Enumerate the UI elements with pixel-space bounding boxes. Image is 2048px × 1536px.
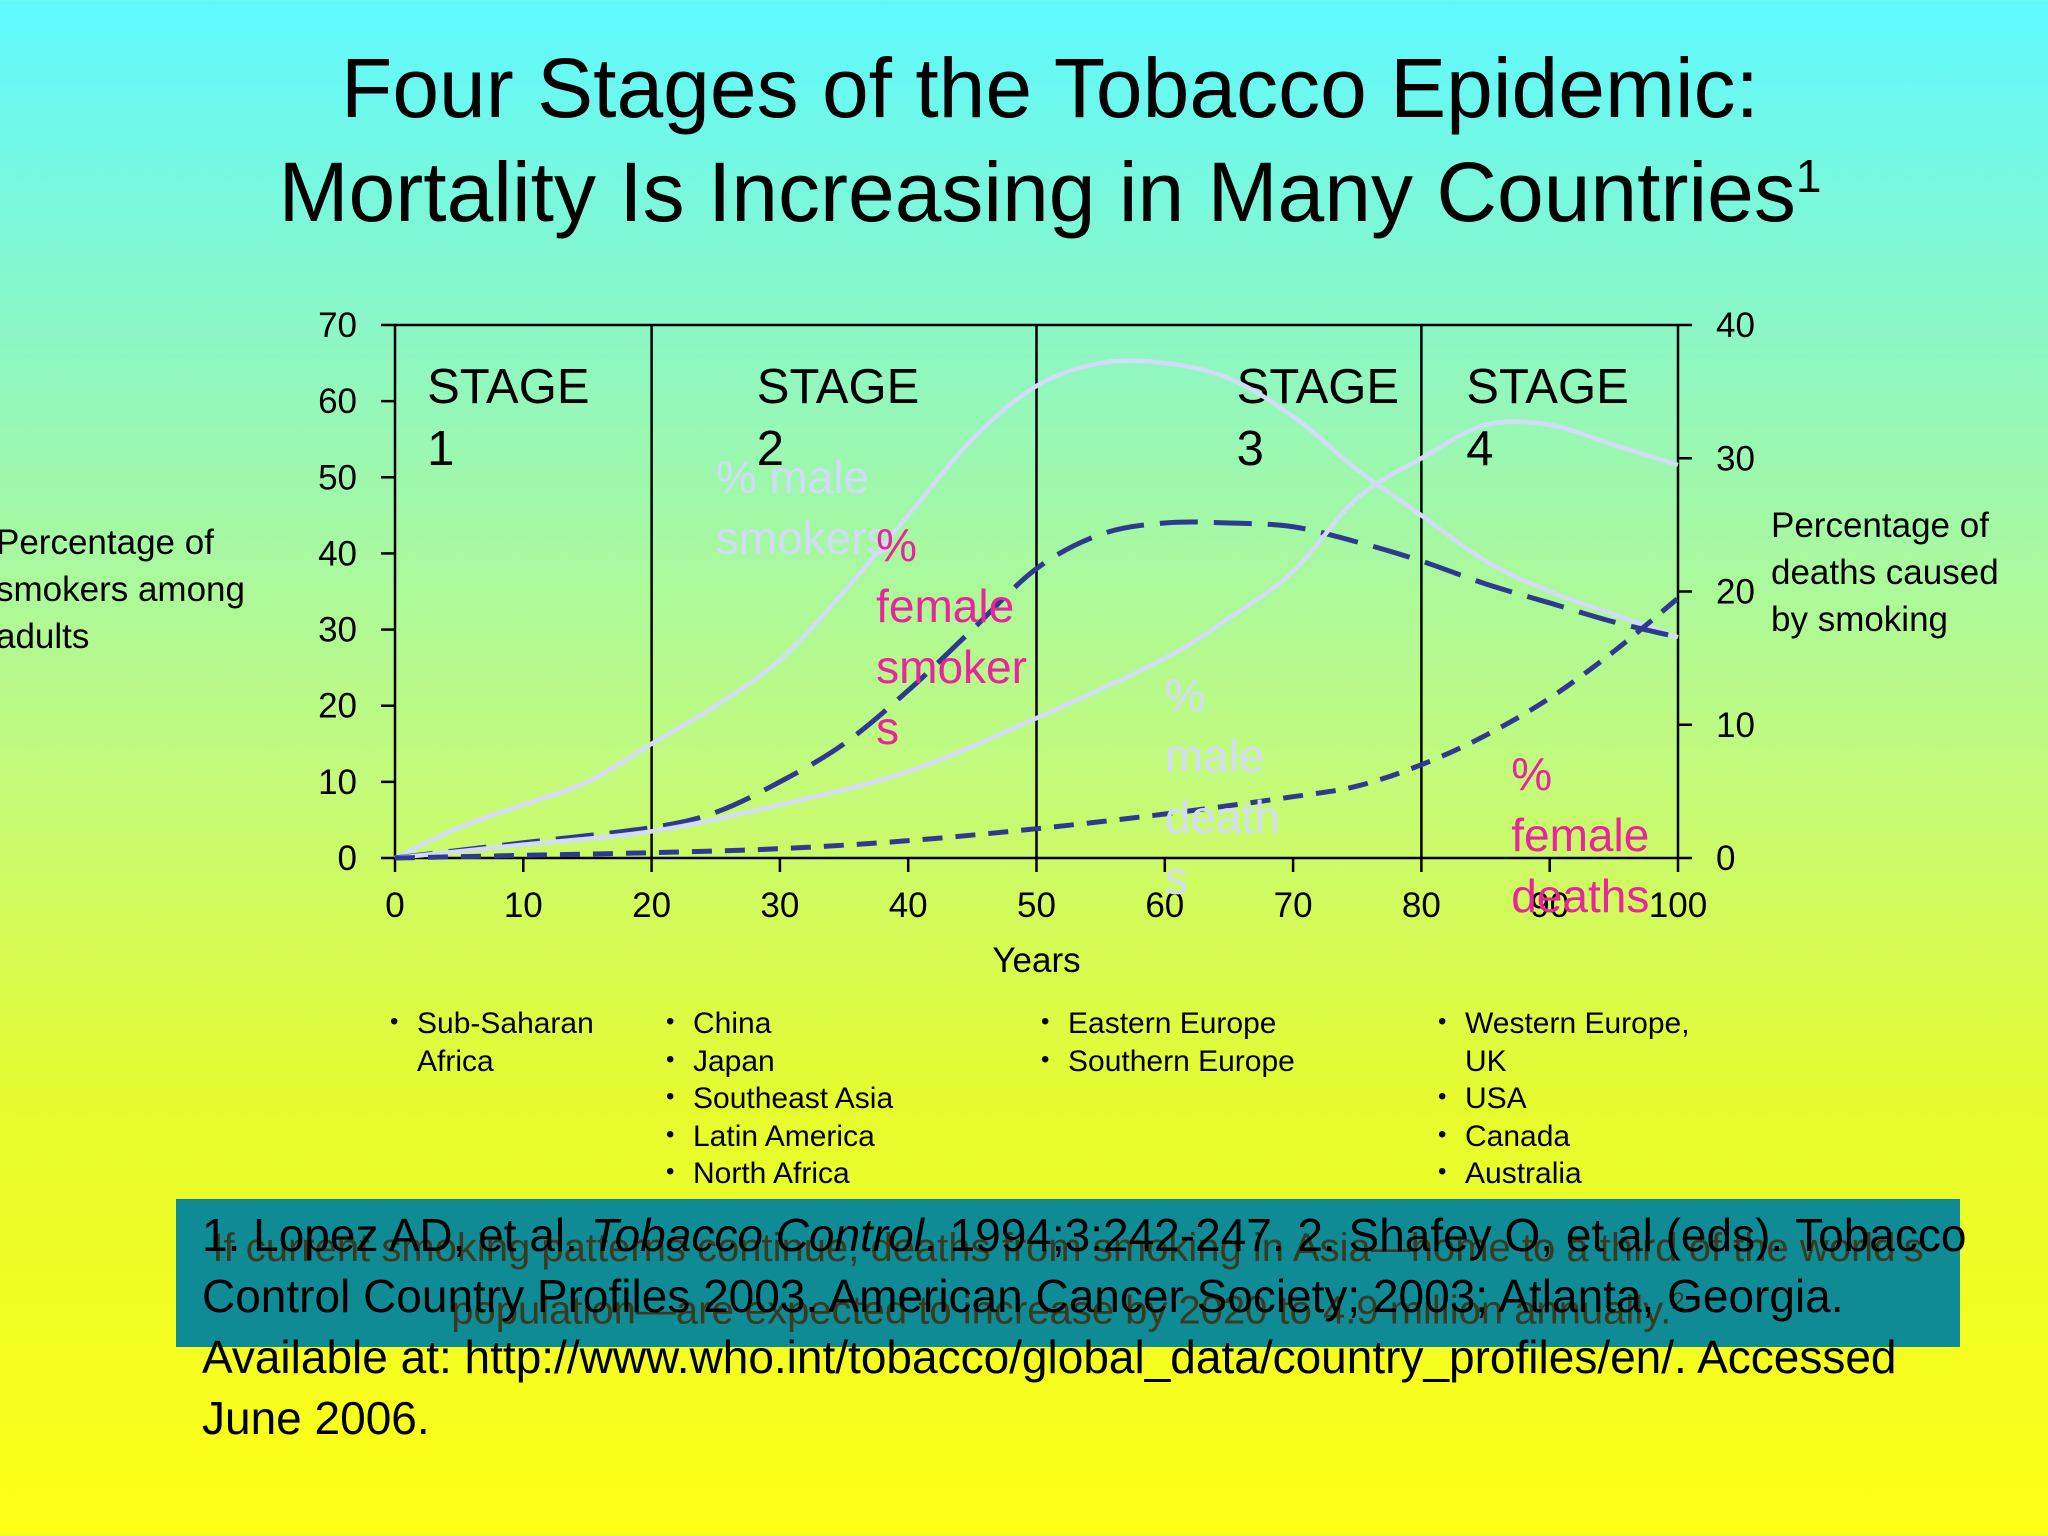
references-footnote: 1. Lopez AD, et al. Tobacco Control. 199… — [202, 1205, 1982, 1449]
right-axis-title: Percentage of deaths caused by smoking — [1771, 506, 1999, 639]
stage-label: STAGE — [1466, 360, 1628, 414]
y2-tick-label: 20 — [1716, 573, 1755, 612]
stage-label: STAGE — [427, 360, 589, 414]
y-tick-label: 30 — [318, 611, 357, 650]
slide-title: Four Stages of the Tobacco Epidemic: Mor… — [0, 36, 2048, 244]
left-axis-title: Percentage of smokers among adults — [0, 523, 245, 656]
x-tick-label: 70 — [1274, 886, 1313, 925]
series-annotation: % female deaths — [1511, 748, 1649, 922]
x-tick-label: 20 — [632, 886, 671, 925]
callout-superscript: 2 — [1671, 1288, 1685, 1315]
y2-tick-label: 30 — [1716, 439, 1755, 478]
region-item: Sub-Saharan Africa — [390, 1003, 630, 1080]
x-tick-label: 0 — [385, 886, 404, 925]
stage-label: STAGE — [1237, 360, 1399, 414]
region-item: Latin America — [666, 1116, 986, 1156]
x-tick-label: 60 — [1145, 886, 1184, 925]
series-annotation-line: % — [876, 519, 917, 571]
series-annotation-line: female — [876, 580, 1014, 632]
region-item: Japan — [666, 1041, 986, 1081]
region-item: Eastern Europe — [1041, 1003, 1361, 1043]
series-line-male-deaths — [394, 419, 1679, 861]
series-line-female-deaths — [394, 596, 1680, 861]
y2-tick-label: 40 — [1716, 306, 1755, 345]
series-annotation-line: male — [1165, 730, 1265, 782]
x-tick-label: 40 — [889, 886, 928, 925]
y2-tick-label: 10 — [1716, 706, 1755, 745]
series-annotation-line: % — [1165, 669, 1206, 721]
region-list-stage-3: Eastern Europe Southern Europe — [1041, 1003, 1361, 1081]
y-tick-label: 20 — [318, 687, 357, 726]
series-annotation-line: female — [1511, 809, 1649, 861]
series-annotation-line: s — [876, 702, 899, 754]
stage-number: 2 — [757, 422, 784, 476]
series-annotation: % male death s — [1165, 669, 1280, 904]
series-annotation-line: deaths — [1511, 870, 1649, 922]
x-tick-label: 80 — [1402, 886, 1441, 925]
x-tick-label: 10 — [504, 886, 543, 925]
x-tick-label: 30 — [760, 886, 799, 925]
callout-banner-text: If current smoking patterns continue, de… — [176, 1222, 1960, 1337]
region-item: Southern Europe — [1041, 1041, 1361, 1081]
x-tick-label: 50 — [1017, 886, 1056, 925]
callout-banner — [176, 1199, 1960, 1347]
x-tick-label: 90 — [1530, 886, 1569, 925]
series-annotation-line: death — [1165, 791, 1280, 843]
callout-text: If current smoking patterns continue, de… — [212, 1226, 1924, 1333]
region-list-stage-1: Sub-Saharan Africa — [390, 1003, 630, 1080]
stage-label: STAGE — [757, 360, 919, 414]
series-annotation-line: s — [1165, 852, 1188, 904]
region-item: USA — [1438, 1078, 1728, 1118]
series-annotation: % female smoker s — [876, 519, 1027, 754]
y-tick-label: 0 — [338, 839, 357, 878]
y-tick-label: 10 — [318, 763, 357, 802]
region-list-stage-4: Western Europe, UK USA Canada Australia — [1438, 1003, 1728, 1193]
region-list-stage-2: China Japan Southeast Asia Latin America… — [666, 1003, 986, 1193]
title-line-2-text: Mortality Is Increasing in Many Countrie… — [278, 145, 1796, 239]
title-line-1: Four Stages of the Tobacco Epidemic: — [341, 41, 1759, 135]
series-line-male-smokers — [394, 358, 1679, 861]
series-annotation-line: % — [1511, 748, 1552, 800]
stage-number: 3 — [1237, 422, 1264, 476]
series-line-female-smokers — [394, 519, 1679, 861]
y-tick-label: 50 — [318, 458, 357, 497]
series-annotation-line: smokers — [716, 512, 890, 564]
y-tick-label: 40 — [318, 534, 357, 573]
footnote-part-2: . 1994;3:242-247. 2. Shafey O, et al (ed… — [202, 1209, 1967, 1444]
y2-tick-label: 0 — [1716, 839, 1735, 878]
y-tick-label: 60 — [318, 382, 357, 421]
region-item: North Africa — [666, 1153, 986, 1193]
stage-number: 1 — [427, 422, 454, 476]
series-annotation-line: % male — [716, 451, 869, 503]
region-item: China — [666, 1003, 986, 1043]
series-annotation: % male smokers — [716, 451, 890, 564]
series-annotation-line: smoker — [876, 641, 1027, 693]
region-item: Australia — [1438, 1153, 1728, 1193]
title-line-2: Mortality Is Increasing in Many Countrie… — [0, 140, 2048, 244]
footnote-journal: Tobacco Control — [590, 1209, 924, 1261]
region-item: Southeast Asia — [666, 1078, 986, 1118]
footnote-part-1: 1. Lopez AD, et al. — [202, 1209, 591, 1261]
region-item: Canada — [1438, 1116, 1728, 1156]
x-tick-label: 100 — [1649, 886, 1707, 925]
y-tick-label: 70 — [318, 306, 357, 345]
x-axis-title: Years — [992, 941, 1080, 980]
title-superscript: 1 — [1795, 150, 1822, 202]
region-item: Western Europe, UK — [1438, 1003, 1728, 1080]
